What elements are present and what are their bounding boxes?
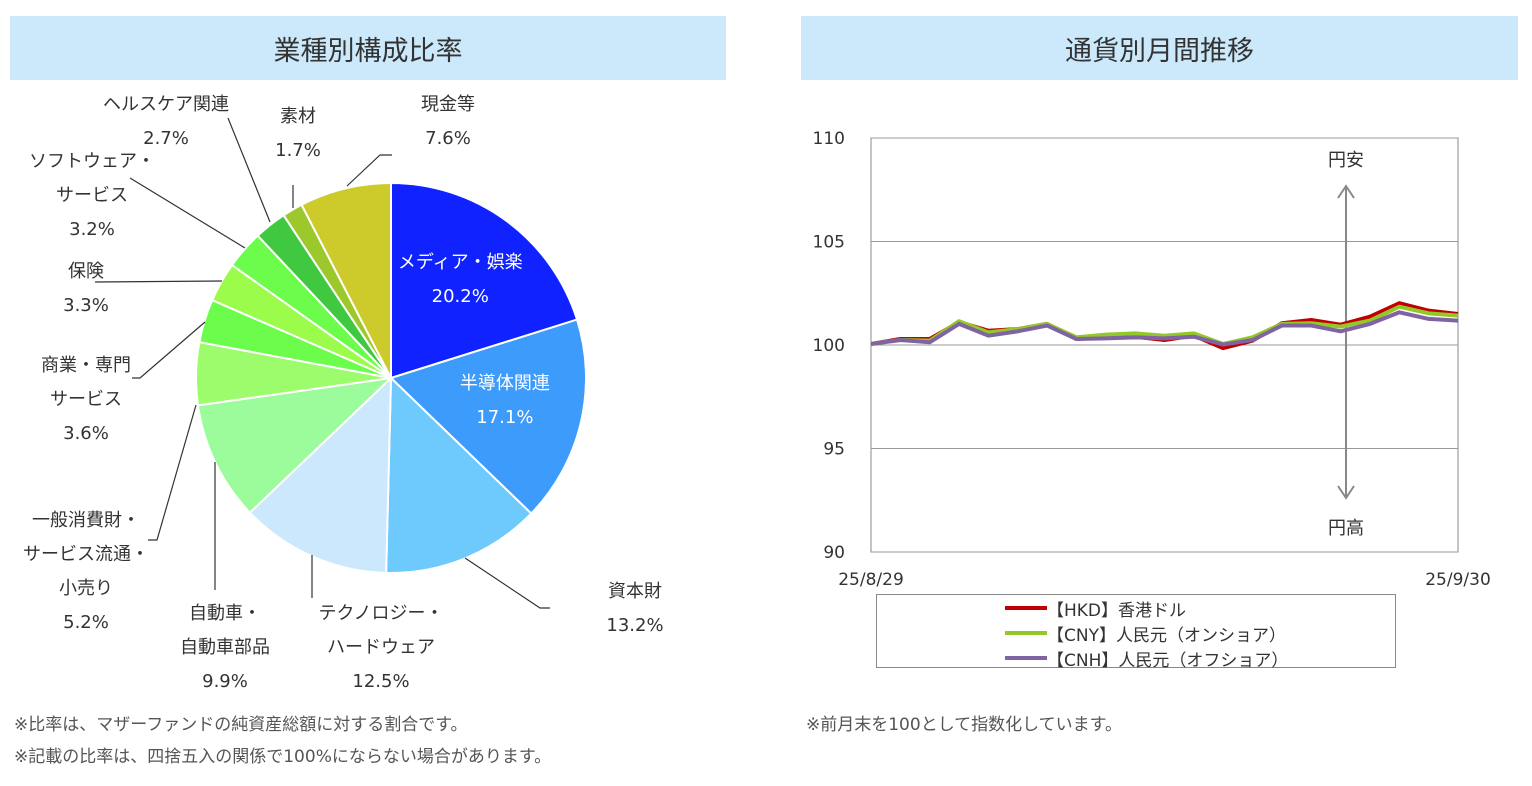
x-end-label: 25/9/30 [1425,570,1491,590]
slice-value: 9.9% [202,671,248,692]
pie-slice [300,181,392,379]
sector-title: 業種別構成比率 [10,16,726,80]
legend-swatch [1005,606,1047,610]
slice-value: 3.3% [63,295,109,316]
arrow-down-icon [1337,485,1355,500]
slice-label: 半導体関連 17.1% [460,367,550,435]
currency-title: 通貨別月間推移 [801,16,1518,80]
leader-line [148,404,197,541]
slice-name: 自動車部品 [180,637,270,658]
annotation-up: 円安 [1328,150,1364,171]
slice-value: 17.1% [476,406,534,428]
legend: 【HKD】香港ドル【CNY】人民元（オンショア） 【CNH】人民元（オフショア） [876,594,1396,671]
slice-value: 12.5% [352,671,410,692]
legend-label: 【CNY】人民元（オンショア） [1047,625,1286,646]
annotation-down: 円高 [1328,518,1364,539]
y-tick-label: 90 [823,543,845,563]
slice-name: 商業・専門 [41,355,131,376]
slice-name: サービス [56,185,128,206]
slice-name: 保険 [67,261,104,282]
slice-label: 一般消費財・ サービス流通・ 小売り 5.2% [23,504,149,640]
leader-line [346,154,392,187]
slice-value: 3.6% [63,423,109,444]
series-line [870,304,1459,346]
note-1: ※比率は、マザーファンドの純資産総額に対する割合です。 [14,715,468,735]
leader-line [227,117,271,223]
leader-line [94,280,223,283]
legend-swatch [1005,656,1047,660]
slice-label: ソフトウェア・ サービス 3.2% [29,145,155,247]
slice-name: メディア・娯楽 [397,251,523,273]
slice-value: 2.7% [143,128,189,149]
legend-label: 【CNH】人民元（オフショア） [1047,650,1289,671]
pie-slice [196,376,394,515]
legend-label: 【HKD】香港ドル [1047,600,1187,621]
note-2: ※記載の比率は、四捨五入の関係で100%にならない場合があります。 [14,747,552,767]
slice-label: 素材 1.7% [275,100,321,168]
slice-label: 資本財 13.2% [606,575,663,643]
slice-name: テクノロジー・ [318,603,444,624]
slice-value: 1.7% [275,140,321,161]
pie-slice [390,181,579,380]
slice-name: サービス [50,389,122,410]
slice-name: ソフトウェア・ [29,151,155,172]
slice-value: 3.2% [69,219,115,240]
slice-name: 半導体関連 [459,372,550,394]
slice-label: ヘルスケア関連 2.7% [103,88,229,156]
arrow-up-icon [1337,184,1355,199]
slice-value: 7.6% [425,128,471,149]
series-line [870,310,1459,347]
pie-chart [94,117,587,609]
slice-value: 20.2% [431,285,489,307]
note-3: ※前月末を100として指数化しています。 [806,715,1122,735]
slice-label: 保険 3.3% [63,255,109,323]
slice-value: 5.2% [63,612,109,633]
slice-name: 小売り [59,578,113,599]
y-tick-label: 110 [813,129,845,149]
slice-name: ヘルスケア関連 [103,94,229,115]
slice-name: 現金等 [421,94,475,115]
legend-item: 【HKD】香港ドル [1005,596,1187,621]
legend-item: 【CNH】人民元（オフショア） [1005,646,1289,671]
slice-label: メディア・娯楽 20.2% [398,246,523,314]
slice-name: サービス流通・ [23,544,149,565]
slice-label: 自動車・自動車部品 9.9% [180,597,270,699]
slice-name: 素材 [279,106,316,127]
y-tick-label: 95 [823,440,845,460]
slice-value: 13.2% [606,615,664,636]
leader-line [129,177,246,249]
leader-line [464,557,550,609]
legend-item: 【CNY】人民元（オンショア） [1005,621,1286,646]
y-tick-label: 105 [813,233,845,253]
slice-label: 現金等 7.6% [421,88,475,156]
slice-name: 一般消費財・ [32,510,140,531]
slice-label: テクノロジー・ ハードウェア 12.5% [319,597,444,699]
legend-swatch [1005,631,1047,635]
x-start-label: 25/8/29 [838,570,904,590]
slice-name: 自動車・ [189,603,261,624]
slice-label: 商業・専門サービス 3.6% [41,349,131,451]
slice-name: ハードウェア [326,637,435,658]
pie-slice [389,318,587,515]
y-tick-label: 100 [813,336,845,356]
slice-name: 資本財 [608,581,662,602]
leader-line [132,321,206,379]
leader-lines [94,117,550,609]
